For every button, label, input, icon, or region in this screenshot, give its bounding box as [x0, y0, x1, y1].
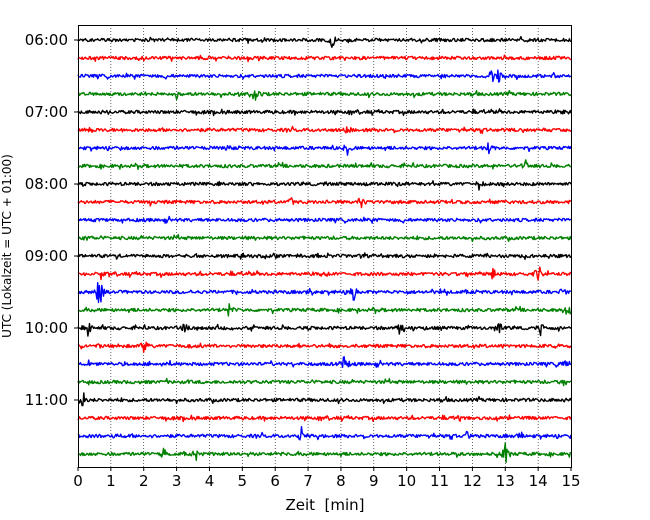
- seismogram-trace: [77, 142, 572, 156]
- x-tick-label: 13: [496, 472, 515, 490]
- x-tick-label: 12: [463, 472, 482, 490]
- seismogram-trace: [77, 322, 572, 337]
- x-axis-ticks: 0 1 2 3 4 5 6 7 8 9 10 11 12 13 14 15: [73, 467, 581, 490]
- seismogram-trace: [77, 89, 572, 101]
- seismogram-trace: [77, 197, 572, 209]
- seismogram-trace: [77, 54, 571, 63]
- seismogram-trace: [77, 266, 572, 281]
- seismogram-trace: [77, 35, 572, 48]
- x-tick-label: 7: [303, 472, 313, 490]
- x-tick-label: 6: [270, 472, 280, 490]
- x-tick-label: 10: [397, 472, 416, 490]
- x-tick-label: 4: [205, 472, 215, 490]
- x-tick-label: 3: [172, 472, 182, 490]
- y-tick-label: 09:00: [25, 247, 68, 265]
- seismogram-trace: [77, 69, 572, 83]
- seismogram-trace: [78, 392, 572, 407]
- x-tick-label: 15: [561, 472, 580, 490]
- x-tick-label: 14: [529, 472, 548, 490]
- x-tick-label: 0: [73, 472, 83, 490]
- seismogram-trace: [77, 282, 572, 304]
- seismogram-trace: [77, 414, 572, 423]
- seismogram-traces: [77, 35, 572, 463]
- seismogram-trace: [77, 180, 572, 191]
- y-tick-label: 07:00: [25, 103, 68, 121]
- seismogram-trace: [77, 233, 572, 243]
- seismogram-trace: [77, 377, 572, 387]
- seismogram-trace: [77, 108, 572, 117]
- seismogram-trace: [77, 215, 572, 224]
- seismogram-trace: [77, 125, 572, 135]
- seismogram-trace: [77, 252, 572, 260]
- x-tick-label: 1: [106, 472, 116, 490]
- y-axis-label: UTC (Lokalzeit = UTC + 01:00): [0, 154, 14, 338]
- y-tick-label: 10:00: [25, 319, 68, 337]
- seismogram-trace: [77, 426, 572, 441]
- seismogram-trace: [77, 303, 572, 317]
- x-tick-label: 11: [430, 472, 449, 490]
- y-tick-label: 11:00: [25, 391, 68, 409]
- seismogram-trace: [77, 341, 572, 353]
- seismogram-trace: [77, 356, 572, 368]
- x-tick-label: 9: [369, 472, 379, 490]
- y-tick-label: 06:00: [25, 31, 68, 49]
- seismogram-trace: [77, 159, 572, 171]
- x-tick-label: 8: [336, 472, 346, 490]
- y-tick-label: 08:00: [25, 175, 68, 193]
- plot-frame: [78, 25, 572, 468]
- seismogram-trace: [77, 442, 572, 463]
- x-tick-label: 5: [238, 472, 248, 490]
- y-axis-ticks: 06:00 07:00 08:00 09:00 10:00 11:00: [25, 31, 78, 409]
- x-axis-label: Zeit [min]: [285, 496, 364, 514]
- x-tick-label: 2: [139, 472, 149, 490]
